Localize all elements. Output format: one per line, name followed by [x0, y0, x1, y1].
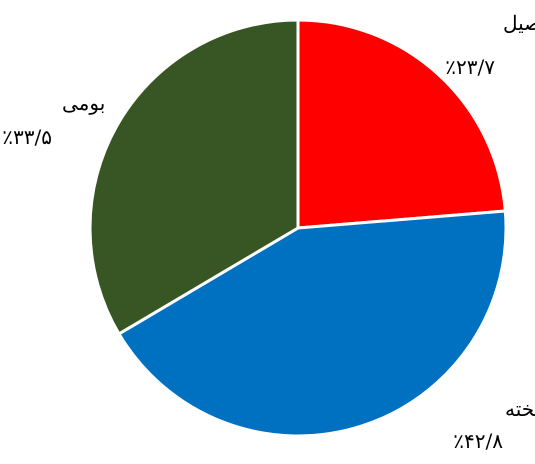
labels-layer: اصیل ٪۲۳/۷ آمیخته٪۴۲/۸ بومی ٪۳۳/۵: [2, 11, 535, 453]
slice-percent-label: ٪۲۳/۷: [445, 55, 495, 79]
pie-slice: [296, 18, 507, 230]
slice-percent-label: ٪۳۳/۵: [2, 125, 52, 149]
slice-percent-label: ٪۴۲/۸: [453, 429, 503, 453]
pie-slice: [117, 209, 508, 438]
slice-label: اصیل: [503, 11, 535, 35]
slices-layer: [88, 18, 508, 438]
slice-label: بومی: [62, 91, 105, 115]
pie-slice: [88, 18, 300, 336]
slice-label: آمیخته: [505, 397, 535, 421]
